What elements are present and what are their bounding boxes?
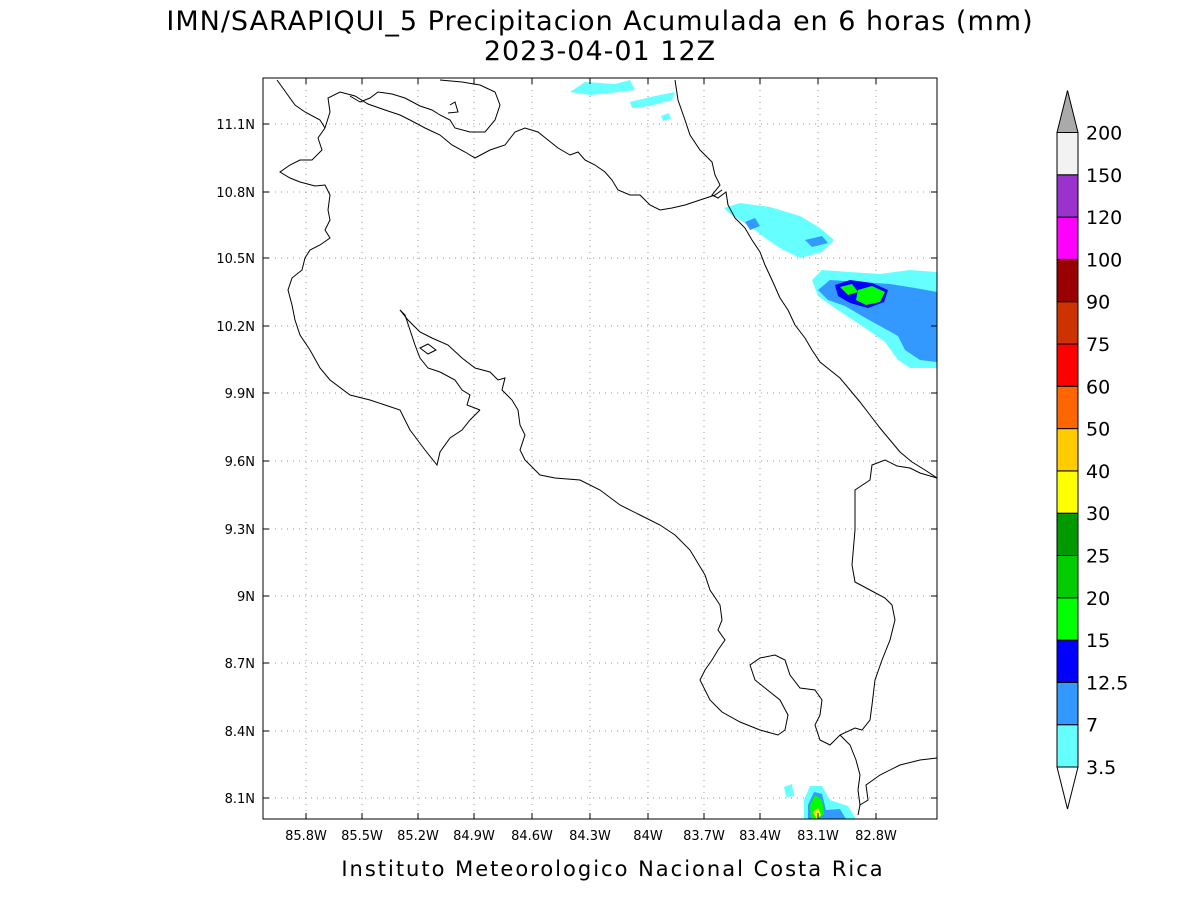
colorbar-swatch — [1056, 639, 1079, 683]
map-panel: 85.8W 85.5W 85.2W 84.9W 84.6W 84.3W 84W 83.7W 83… — [216, 77, 938, 844]
coastline-gulf-nicoya — [399, 309, 937, 746]
colorbar-level-label: 12.5 — [1086, 672, 1128, 694]
lat-tick-label: 8.1N — [225, 792, 255, 807]
precip-moderate-area — [805, 236, 828, 247]
colorbar-swatch — [1056, 428, 1079, 472]
precip-moderate-area — [745, 218, 760, 230]
lon-tick-label: 83.1W — [797, 829, 839, 844]
precip-30mm-area — [813, 808, 821, 819]
lon-tick-label: 84.9W — [453, 829, 495, 844]
coastline-caribbean — [674, 79, 937, 479]
precip-light-area — [784, 784, 794, 797]
graticule — [263, 78, 937, 819]
title-line-1: IMN/SARAPIQUI_5 Precipitacion Acumulada … — [166, 6, 1033, 37]
precip-light-area — [661, 113, 671, 121]
colorbar-under-triangle — [1056, 766, 1079, 810]
precip-15mm-area — [856, 286, 885, 305]
lat-tick-label: 11.1N — [216, 118, 255, 133]
lon-tick-label: 83.4W — [739, 829, 781, 844]
lon-tick-label: 82.8W — [855, 829, 897, 844]
coastline-north-west — [279, 127, 481, 467]
colorbar-level-label: 40 — [1086, 461, 1110, 483]
colorbar-swatch — [1056, 512, 1079, 557]
lat-tick-label: 10.5N — [216, 252, 255, 267]
lon-tick-label: 85.8W — [285, 829, 327, 844]
coastline-north-west — [276, 79, 326, 129]
coastline-gulf-nicoya — [399, 309, 481, 411]
colorbar-level-label: 15 — [1086, 630, 1110, 652]
map-frame — [262, 77, 938, 820]
colorbar-swatch — [1056, 132, 1079, 176]
latitude-tick-labels: 11.1N 10.8N 10.5N 10.2N 9.9N 9.6N 9.3N 9N 8.7N 8.… — [216, 118, 937, 807]
colorbar-level-label: 3.5 — [1086, 757, 1116, 779]
precip-15mm-area — [840, 284, 858, 295]
coastline-nicaragua-north — [349, 79, 501, 133]
lon-tick-label: 83.7W — [683, 829, 725, 844]
island-chira — [419, 343, 437, 355]
colorbar-level-label: 90 — [1086, 292, 1110, 314]
lat-tick-label: 8.4N — [225, 725, 255, 740]
coastlines — [276, 79, 937, 816]
colorbar-swatch — [1056, 258, 1079, 303]
colorbar-legend: 3.5 7 12.5 15 20 25 30 40 50 60 75 90 100 120 150 200 — [1056, 90, 1128, 810]
colorbar-level-label: 150 — [1086, 165, 1122, 187]
lat-tick-label: 10.2N — [216, 320, 255, 335]
colorbar-level-label: 25 — [1086, 546, 1110, 568]
lon-tick-label: 84.3W — [569, 829, 611, 844]
colorbar-level-label: 50 — [1086, 419, 1110, 441]
lat-tick-label: 9.9N — [225, 387, 255, 402]
colorbar-level-label: 120 — [1086, 207, 1122, 229]
colorbar-swatch — [1056, 597, 1079, 641]
lon-tick-label: 85.5W — [341, 829, 383, 844]
colorbar-level-label: 30 — [1086, 503, 1110, 525]
border-nicaragua — [324, 91, 723, 211]
colorbar-swatch — [1056, 681, 1079, 726]
colorbar-swatch — [1056, 301, 1079, 345]
title-line-2: 2023-04-01 12Z — [484, 36, 716, 67]
precip-light-area — [630, 92, 675, 108]
colorbar-level-label: 200 — [1086, 123, 1122, 145]
lat-tick-label: 9.3N — [225, 523, 255, 538]
lat-tick-label: 8.7N — [225, 657, 255, 672]
coastline-nicaragua-lake — [447, 101, 459, 114]
colorbar-over-triangle — [1056, 90, 1079, 133]
colorbar-level-label: 75 — [1086, 334, 1110, 356]
colorbar-level-label: 7 — [1086, 715, 1098, 737]
colorbar-swatch — [1056, 385, 1079, 430]
precip-light-area — [570, 80, 635, 95]
colorbar-level-label: 20 — [1086, 588, 1110, 610]
colorbar-swatch — [1056, 470, 1079, 514]
colorbar-swatch — [1056, 216, 1079, 260]
colorbar-swatch — [1056, 555, 1079, 599]
colorbar-level-label: 100 — [1086, 249, 1122, 271]
precip-light-area — [724, 203, 834, 258]
lat-tick-label: 10.8N — [216, 186, 255, 201]
coastline-panama — [859, 757, 937, 806]
colorbar-swatch — [1056, 724, 1079, 768]
lat-tick-label: 9N — [237, 590, 255, 605]
lon-tick-label: 85.2W — [397, 829, 439, 844]
lon-tick-label: 84W — [633, 829, 663, 844]
colorbar-swatch — [1056, 174, 1079, 218]
footer-credit: Instituto Meteorologico Nacional Costa R… — [341, 857, 884, 881]
colorbar-swatch — [1056, 343, 1079, 387]
lon-tick-label: 84.6W — [511, 829, 553, 844]
longitude-tick-labels: 85.8W 85.5W 85.2W 84.9W 84.6W 84.3W 84W 83.7W 83… — [285, 78, 897, 844]
coastline-panama — [839, 734, 861, 816]
lat-tick-label: 9.6N — [225, 455, 255, 470]
precip-15mm-area — [810, 795, 824, 819]
precip-field — [570, 80, 937, 819]
colorbar-level-label: 60 — [1086, 376, 1110, 398]
